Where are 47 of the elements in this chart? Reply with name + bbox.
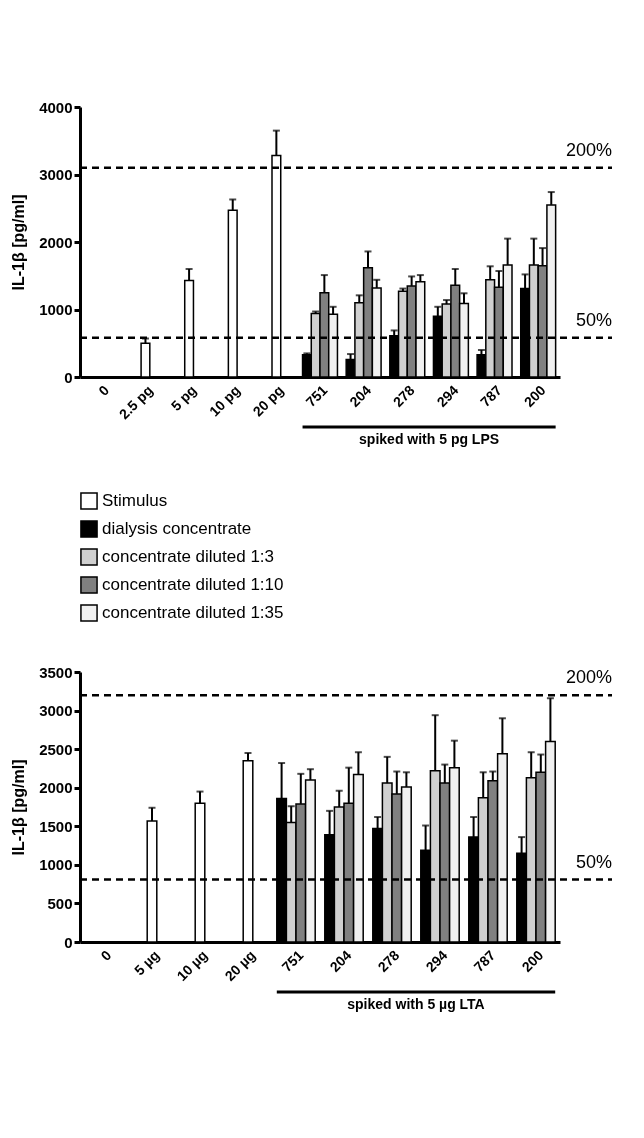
x-tick-label: 204 bbox=[326, 946, 355, 975]
y-tick-label: 0 bbox=[64, 368, 73, 386]
text: spiked with 5 µg LTA bbox=[347, 996, 485, 1012]
annotation: 200% bbox=[565, 139, 612, 160]
x-tick-label: 787 bbox=[470, 946, 499, 975]
x-tick-label: 200 bbox=[518, 946, 547, 975]
x-tick-label: 278 bbox=[374, 946, 403, 975]
y-tick-label: 500 bbox=[47, 894, 73, 912]
y-tick-label: 3500 bbox=[39, 663, 73, 681]
legend-label: concentrate diluted 1:3 bbox=[102, 547, 275, 566]
legend-label: dialysis concentrate bbox=[102, 519, 252, 538]
x-tick-label: 5 pg bbox=[167, 382, 200, 414]
x-tick-label: 0 bbox=[97, 946, 115, 964]
x-tick-label: 787 bbox=[477, 381, 506, 410]
text: spiked with 5 pg LPS bbox=[359, 431, 500, 447]
annotation: 50% bbox=[575, 851, 612, 872]
x-tick-label: 10 pg bbox=[205, 382, 244, 420]
x-tick-label: 294 bbox=[422, 946, 451, 975]
x-tick-label: 0 bbox=[95, 381, 113, 399]
x-tick-label: 5 µg bbox=[131, 947, 163, 979]
y-tick-label: 3000 bbox=[39, 702, 73, 720]
legend-label: concentrate diluted 1:35 bbox=[102, 603, 284, 622]
x-tick-label: 10 µg bbox=[173, 947, 211, 984]
x-tick-label: 204 bbox=[346, 381, 375, 410]
y-tick-label: 2000 bbox=[39, 779, 73, 797]
y-tick-label: 0 bbox=[64, 933, 73, 951]
x-tick-label: 20 µg bbox=[221, 947, 259, 984]
y-tick-label: 1000 bbox=[39, 856, 73, 874]
x-tick-label: 2.5 pg bbox=[115, 382, 156, 423]
x-tick-label: 200 bbox=[520, 381, 549, 410]
annotation: 50% bbox=[575, 309, 612, 330]
x-tick-label: 20 pg bbox=[249, 382, 287, 420]
x-tick-label: 751 bbox=[278, 946, 307, 975]
y-tick-label: 3000 bbox=[39, 166, 73, 183]
y-axis-title: IL-1β [pg/ml] bbox=[10, 759, 28, 856]
x-tick-label: 278 bbox=[389, 381, 418, 410]
annotation: 200% bbox=[565, 667, 612, 688]
y-tick-label: 1500 bbox=[39, 817, 73, 835]
x-tick-label: 294 bbox=[433, 381, 462, 410]
y-axis-title: IL-1β [pg/ml] bbox=[10, 194, 28, 291]
legend-label: Stimulus bbox=[102, 491, 168, 510]
y-tick-label: 1000 bbox=[39, 301, 73, 318]
x-tick-label: 751 bbox=[302, 381, 331, 410]
y-tick-label: 2000 bbox=[39, 233, 73, 251]
y-tick-label: 4000 bbox=[39, 98, 73, 116]
legend-label: concentrate diluted 1:10 bbox=[102, 575, 284, 594]
y-tick-label: 2500 bbox=[39, 740, 73, 758]
